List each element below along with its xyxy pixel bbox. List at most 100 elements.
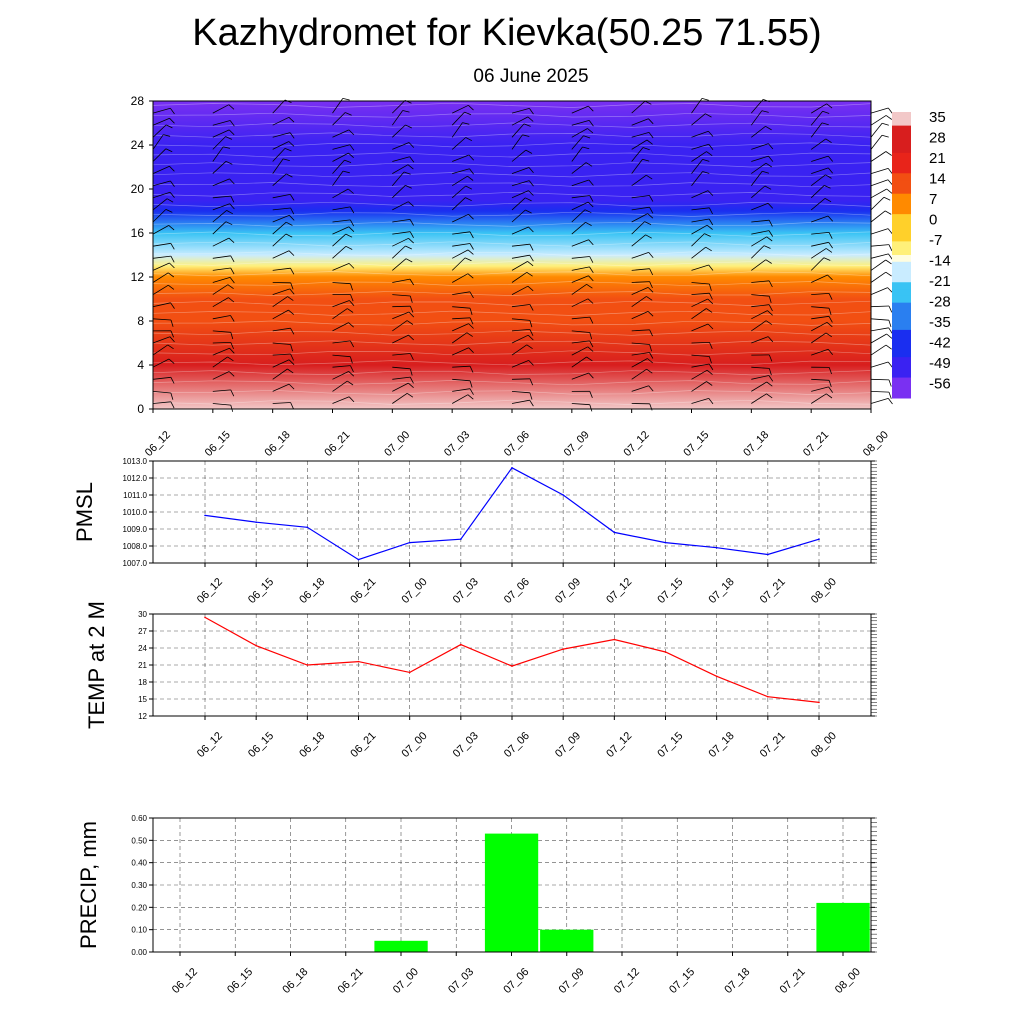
wind-barb-flag: [708, 363, 714, 371]
wind-barb-flag: [169, 262, 175, 269]
wind-barb-flag: [649, 207, 654, 214]
wind-barb-staff: [511, 334, 529, 344]
wind-barb-flag: [467, 249, 474, 255]
wind-barb-flag: [587, 298, 594, 304]
wind-barb-flag: [647, 311, 654, 317]
y-tick-label: 30: [138, 610, 147, 619]
y-tick-label: 28: [131, 94, 145, 108]
y-tick-label: 8: [137, 314, 144, 328]
data-point: [306, 526, 309, 529]
colorbar-label: -49: [929, 355, 951, 372]
y-tick-label: 0.20: [131, 903, 147, 912]
wind-barb-staff: [810, 198, 826, 211]
wind-barb-staff: [452, 365, 471, 368]
wind-barb-staff: [751, 294, 770, 297]
wind-barb-staff: [332, 322, 349, 332]
wind-barb-staff: [811, 215, 829, 223]
wind-barb-flag: [170, 108, 175, 115]
wind-barb-flag: [230, 389, 235, 397]
wind-barb-flag: [348, 226, 355, 232]
wind-barb-staff: [392, 201, 409, 211]
wind-barb-flag: [586, 356, 593, 362]
wind-barb-flag: [523, 123, 531, 127]
wind-barb-staff: [392, 219, 411, 223]
wind-barb-staff: [212, 347, 230, 356]
wind-barb-staff: [332, 159, 345, 174]
colorbar-segment: [892, 152, 911, 161]
wind-barb-staff: [811, 306, 830, 309]
wind-barb-flag: [589, 340, 594, 348]
colorbar-segment: [892, 391, 911, 399]
x-tick-label: 07_15: [655, 730, 685, 760]
wind-barb-flag: [767, 310, 773, 316]
x-tick-label: 07_21: [758, 576, 788, 606]
wind-barb-flag: [646, 174, 653, 180]
wind-barb-staff: [272, 309, 289, 320]
colorbar-segment: [892, 248, 911, 256]
wind-barb-staff: [631, 132, 650, 138]
wind-barb-staff: [811, 155, 829, 162]
wind-barb-staff: [631, 147, 644, 162]
wind-barb-flag: [468, 154, 474, 161]
wind-barb-staff: [272, 132, 291, 138]
wind-barb-staff: [571, 105, 589, 114]
wind-barb-flag: [465, 185, 473, 190]
contour-line: [152, 399, 872, 405]
wind-barb-staff: [691, 292, 710, 295]
wind-barb-staff: [870, 398, 889, 404]
contour-line: [152, 271, 872, 277]
wind-barb-staff: [571, 266, 590, 271]
wind-barb-flag: [644, 221, 652, 225]
wind-barb-staff: [870, 259, 886, 271]
wind-barb-flag: [767, 336, 774, 343]
contour-line: [152, 221, 872, 227]
y-tick-label: 1011.0: [123, 491, 147, 500]
y-tick-label: 0.10: [131, 926, 147, 935]
wind-barb-staff: [332, 144, 351, 150]
wind-barb-staff: [691, 224, 708, 235]
wind-barb-flag: [289, 194, 295, 201]
wind-barb-staff: [212, 277, 231, 283]
wind-barb-flag: [166, 198, 174, 203]
wind-barb-flag: [887, 287, 893, 293]
contour-line: [152, 142, 872, 148]
colorbar-label: 28: [929, 130, 946, 147]
wind-barb-staff: [452, 394, 469, 404]
wind-barb-staff: [691, 369, 708, 380]
wind-barb-flag: [285, 233, 293, 238]
wind-barb-flag: [588, 372, 594, 379]
colorbar-segment: [892, 357, 911, 365]
wind-barb-flag: [469, 366, 474, 373]
wind-barb-staff: [332, 233, 347, 247]
wind-barb-flag: [288, 250, 295, 256]
wind-barb-staff: [392, 124, 406, 138]
wind-barb-staff: [691, 298, 708, 308]
x-tick-label: 07_09: [562, 429, 592, 459]
wind-barb-staff: [631, 234, 646, 247]
wind-barb-flag: [522, 134, 530, 137]
data-point: [715, 675, 718, 678]
colorbar-label: -7: [929, 232, 942, 249]
colorbar-segment: [892, 350, 911, 358]
wind-barb-staff: [452, 291, 470, 295]
wind-barb-staff: [511, 271, 528, 283]
wind-barb-flag: [342, 170, 350, 174]
x-tick-label: 06_21: [322, 429, 352, 459]
panel-frame: [152, 460, 872, 564]
wind-barb-staff: [571, 283, 587, 295]
colorbar-segment: [892, 282, 911, 290]
wind-barb-flag: [582, 146, 590, 150]
wind-barb-flag: [588, 105, 594, 112]
wind-barb-flag: [469, 231, 474, 239]
wind-barb-staff: [750, 171, 763, 186]
wind-barb-flag: [402, 110, 410, 113]
wind-barb-staff: [631, 206, 650, 211]
wind-barb-flag: [768, 354, 773, 362]
wind-barb-staff: [870, 197, 885, 211]
wind-barb-staff: [631, 213, 648, 223]
contour-line: [152, 112, 872, 118]
wind-barb-staff: [811, 348, 829, 356]
wind-barb-flag: [169, 118, 175, 124]
wind-barb-flag: [469, 380, 473, 388]
wind-barb-flag: [409, 376, 414, 384]
